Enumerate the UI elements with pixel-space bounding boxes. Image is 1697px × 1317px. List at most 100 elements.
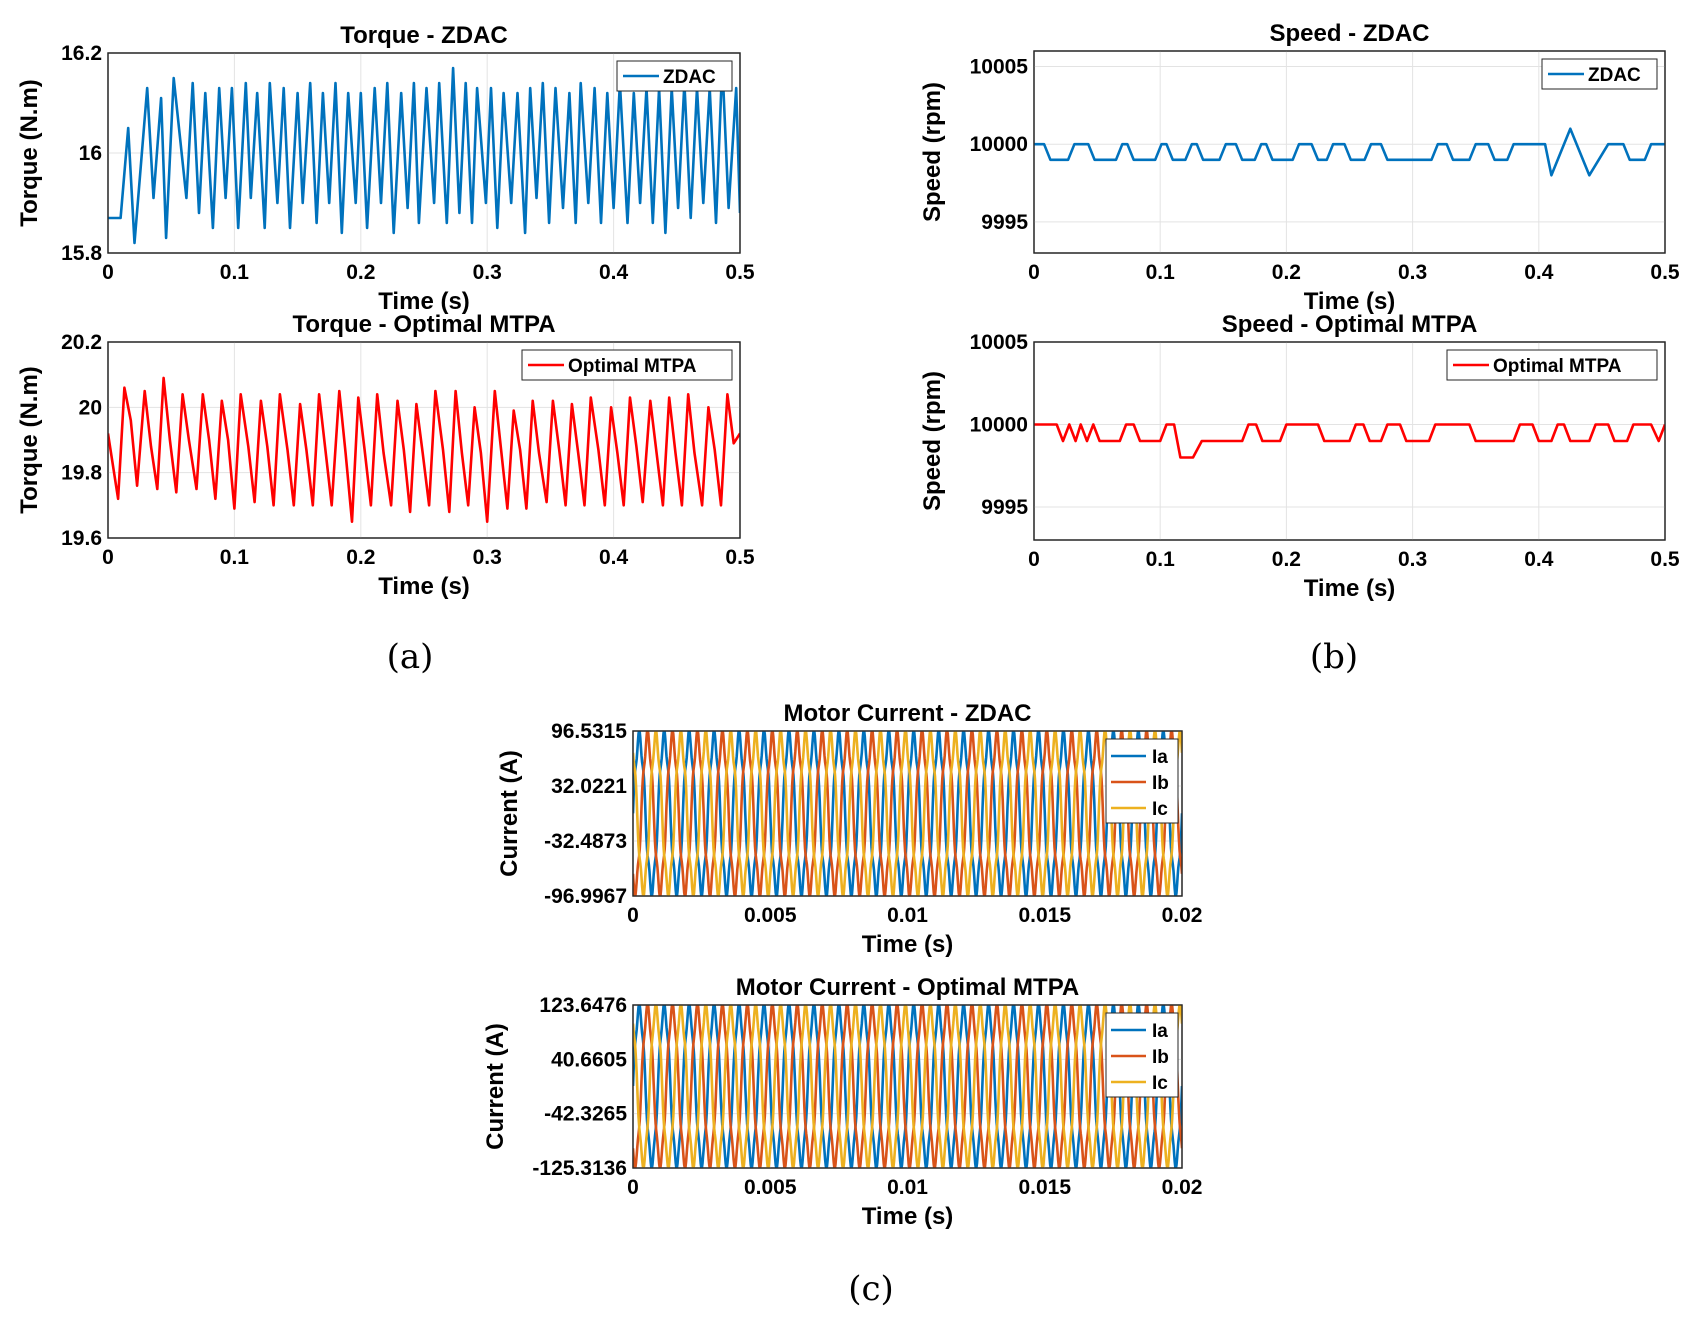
x-tick-label: 0.5 (725, 261, 755, 284)
y-axis-label: Current (A) (496, 750, 523, 877)
y-tick-label: 10005 (970, 56, 1029, 79)
chart-speed-zdac: 0 0.1 0.2 0.3 0.4 0.5 9995 10000 10005 Speed - ZD… (919, 20, 1680, 315)
series-line-ib (633, 731, 1182, 896)
legend-label-ia: Ia (1152, 747, 1168, 768)
x-tick-label: 0.005 (744, 904, 797, 927)
x-tick-label: 0.005 (744, 1176, 797, 1199)
x-tick-label: 0.3 (1398, 548, 1427, 571)
x-tick-label: 0.01 (887, 1176, 928, 1199)
y-axis-label: Current (A) (482, 1023, 509, 1150)
caption-b: (b) (1310, 637, 1358, 677)
x-tick-label: 0.015 (1018, 904, 1071, 927)
x-tick-label: 0.1 (220, 546, 250, 569)
series-line-ib (633, 1005, 1182, 1168)
legend: Ia Ib Ic (1105, 1012, 1179, 1098)
chart-speed-mtpa: 0 0.1 0.2 0.3 0.4 0.5 9995 10000 10005 Speed - Op… (919, 311, 1680, 602)
y-tick-label: 40.6605 (551, 1048, 627, 1071)
series-line (108, 61, 740, 245)
y-tick-label: -125.3136 (532, 1157, 627, 1180)
x-tick-label: 0.4 (599, 261, 629, 284)
chart-current-mtpa: 0 0.005 0.01 0.015 0.02 -125.3136 -42.3265 40.6… (482, 974, 1202, 1230)
x-tick-label: 0.5 (1650, 548, 1680, 571)
y-tick-label: 20 (79, 396, 102, 419)
x-tick-label: 0.2 (1272, 261, 1301, 284)
chart-current-zdac: 0 0.005 0.01 0.015 0.02 -96.9967 -32.4873 32.02… (496, 700, 1202, 958)
series-line-ic (633, 731, 1182, 896)
legend: ZDAC (616, 60, 733, 92)
legend-label-ic: Ic (1152, 799, 1168, 820)
x-tick-label: 0.2 (346, 261, 375, 284)
legend-label-ic: Ic (1152, 1073, 1168, 1094)
chart-title: Motor Current - Optimal MTPA (736, 974, 1080, 1001)
y-axis-label: Torque (N.m) (16, 366, 43, 514)
x-axis-label: Time (s) (378, 573, 470, 600)
series-group (1034, 127, 1665, 177)
y-tick-label: -32.4873 (544, 830, 627, 853)
y-tick-label: -96.9967 (544, 885, 627, 908)
x-tick-label: 0 (102, 546, 114, 569)
series-group (633, 731, 1182, 896)
legend: Optimal MTPA (1446, 349, 1658, 381)
y-tick-label: 10000 (970, 133, 1028, 156)
legend: Ia Ib Ic (1105, 738, 1179, 824)
x-tick-label: 0.2 (346, 546, 375, 569)
x-tick-label: 0 (102, 261, 114, 284)
legend: Optimal MTPA (521, 349, 733, 381)
legend-label-ib: Ib (1152, 1047, 1169, 1068)
x-axis-label: Time (s) (862, 1203, 954, 1230)
x-tick-label: 0.2 (1272, 548, 1301, 571)
legend-label-ia: Ia (1152, 1021, 1168, 1042)
x-tick-label: 0.4 (1524, 548, 1554, 571)
y-tick-label: 15.8 (61, 242, 102, 265)
series-line-ic (633, 1005, 1182, 1168)
chart-title: Torque - ZDAC (340, 22, 508, 49)
y-tick-label: 10005 (970, 331, 1029, 354)
x-axis-label: Time (s) (1304, 575, 1396, 602)
x-tick-label: 0.3 (1398, 261, 1427, 284)
y-axis-label: Torque (N.m) (16, 79, 43, 227)
x-axis-label: Time (s) (1304, 288, 1396, 315)
x-tick-label: 0 (1028, 261, 1040, 284)
y-tick-label: 9995 (981, 496, 1028, 519)
y-tick-label: 19.8 (61, 462, 102, 485)
caption-a: (a) (387, 637, 434, 677)
y-axis-label: Speed (rpm) (919, 371, 946, 511)
x-tick-label: 0.02 (1162, 1176, 1203, 1199)
series-line-ia (633, 1005, 1182, 1168)
y-tick-label: 10000 (970, 414, 1028, 437)
caption-c: (c) (848, 1269, 894, 1309)
chart-title: Torque - Optimal MTPA (292, 311, 555, 338)
legend-label: ZDAC (1588, 65, 1641, 86)
x-tick-label: 0.1 (220, 261, 250, 284)
x-tick-label: 0.015 (1018, 1176, 1071, 1199)
y-tick-label: 123.6476 (539, 994, 627, 1017)
series-group (108, 376, 740, 523)
chart-torque-zdac: 0 0.1 0.2 0.3 0.4 0.5 15.8 16 16.2 Torque - ZDAC T… (16, 22, 755, 315)
x-tick-label: 0.4 (1524, 261, 1554, 284)
chart-title: Speed - Optimal MTPA (1222, 311, 1478, 338)
series-line (1034, 423, 1665, 459)
legend-label-ib: Ib (1152, 773, 1169, 794)
y-axis-label: Speed (rpm) (919, 82, 946, 222)
legend-label: Optimal MTPA (1493, 356, 1622, 377)
x-tick-label: 0.5 (1650, 261, 1680, 284)
x-tick-label: 0 (1028, 548, 1040, 571)
series-group (1034, 423, 1665, 459)
y-tick-label: 9995 (981, 211, 1028, 234)
x-tick-label: 0 (627, 904, 639, 927)
x-tick-label: 0.01 (887, 904, 928, 927)
x-tick-label: 0.1 (1146, 548, 1176, 571)
legend-label: Optimal MTPA (568, 356, 697, 377)
y-tick-label: 16 (79, 142, 102, 165)
series-line (1034, 127, 1665, 177)
x-tick-label: 0.02 (1162, 904, 1203, 927)
y-tick-label: 32.0221 (551, 775, 627, 798)
series-group (108, 61, 740, 245)
y-tick-label: 19.6 (61, 527, 102, 550)
y-tick-label: 16.2 (61, 42, 102, 65)
series-line (108, 376, 740, 523)
charts-layer: 0 0.1 0.2 0.3 0.4 0.5 15.8 16 16.2 Torque - ZDAC T… (16, 20, 1680, 1230)
legend: ZDAC (1541, 58, 1658, 90)
x-axis-label: Time (s) (862, 931, 954, 958)
